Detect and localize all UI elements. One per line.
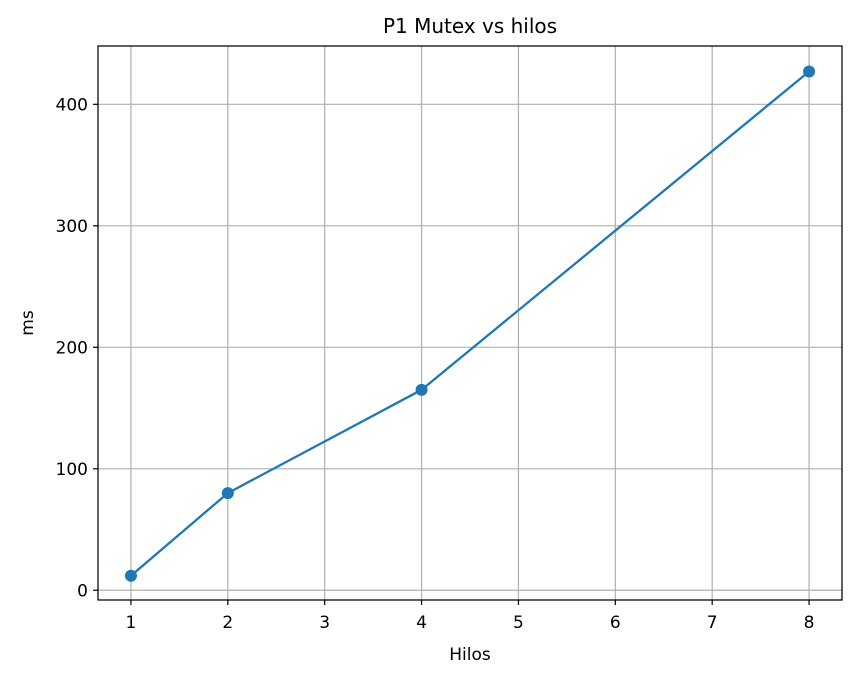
plot-frame	[97, 45, 843, 601]
data-point	[221, 487, 234, 500]
x-tick-label: 4	[416, 613, 427, 633]
y-tick-label: 400	[56, 95, 88, 115]
x-tick-label: 1	[126, 613, 137, 633]
x-tick-label: 5	[513, 613, 524, 633]
x-tick-label: 2	[222, 613, 233, 633]
y-axis-title: ms	[18, 310, 38, 336]
x-axis-title: Hilos	[449, 645, 491, 665]
data-series	[124, 65, 816, 582]
data-point	[803, 65, 816, 78]
x-tick-label: 7	[707, 613, 718, 633]
y-tick-label: 100	[56, 460, 88, 480]
axis-ticks: 1 2 3 4 5 6 7 8 0 100 200 300 400	[56, 95, 815, 633]
x-tick-label: 6	[610, 613, 621, 633]
y-tick-label: 200	[56, 338, 88, 358]
y-tick-label: 300	[56, 217, 88, 237]
data-point	[415, 383, 428, 396]
y-tick-label: 0	[77, 581, 88, 601]
x-tick-label: 8	[804, 613, 815, 633]
grid-lines	[98, 46, 842, 600]
chart-title: P1 Mutex vs hilos	[383, 14, 557, 38]
series-line	[130, 70, 810, 577]
x-tick-label: 3	[319, 613, 330, 633]
data-point	[124, 569, 137, 582]
